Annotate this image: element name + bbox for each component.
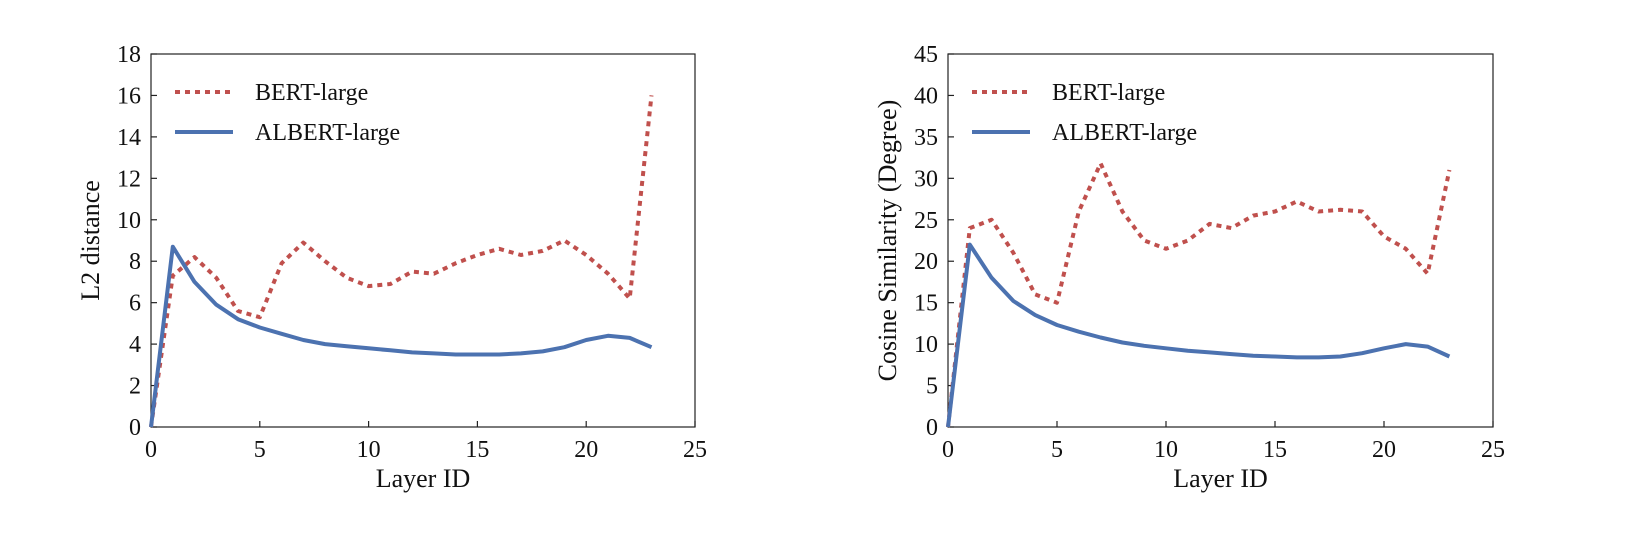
y-tick-label: 15 xyxy=(914,291,938,317)
y-tick-label: 20 xyxy=(914,249,938,275)
series-line-albert-large xyxy=(946,242,1451,428)
x-tick-label: 5 xyxy=(1051,437,1063,463)
y-tick-label: 10 xyxy=(117,208,141,234)
x-tick-label: 20 xyxy=(1372,437,1396,463)
y-tick-label: 10 xyxy=(914,332,938,358)
y-tick-label: 2 xyxy=(129,374,141,400)
y-tick-label: 4 xyxy=(129,332,141,358)
y-axis-title: L2 distance xyxy=(76,180,105,301)
y-tick-label: 8 xyxy=(129,249,141,275)
y-tick-label: 40 xyxy=(914,83,938,109)
series-line-albert-large xyxy=(149,244,653,428)
x-tick-label: 15 xyxy=(465,437,489,463)
y-tick-label: 30 xyxy=(914,166,938,192)
series-line-bert-large xyxy=(946,161,1452,428)
legend-label: ALBERT-large xyxy=(1052,120,1197,146)
x-tick-label: 10 xyxy=(357,437,381,463)
plot-frame xyxy=(947,53,1494,428)
y-tick-label: 45 xyxy=(914,42,938,68)
chart-panel-1: 0 5 10 15 20 25 0 2 4 6 8 10 12 14 16 18 Layer ID L2 dist… xyxy=(76,42,707,493)
y-tick-label: 6 xyxy=(129,291,141,317)
y-axis-title: Cosine Similarity (Degree) xyxy=(873,100,902,382)
x-axis-title: Layer ID xyxy=(376,464,471,493)
y-tick-label: 16 xyxy=(117,83,141,109)
x-tick-label: 20 xyxy=(574,437,598,463)
series-line-bert-large xyxy=(149,95,654,428)
x-tick-label: 0 xyxy=(145,437,157,463)
chart-panel-2: 0 5 10 15 20 25 0 5 10 15 20 25 30 35 40 45 Layer ID Cosi… xyxy=(873,42,1505,493)
y-tick-label: 5 xyxy=(926,374,938,400)
y-tick-label: 18 xyxy=(117,42,141,68)
y-tick-label: 14 xyxy=(117,125,141,151)
x-tick-label: 10 xyxy=(1154,437,1178,463)
legend-label: BERT-large xyxy=(1052,80,1165,106)
x-tick-label: 15 xyxy=(1263,437,1287,463)
y-tick-label: 0 xyxy=(129,415,141,441)
y-tick-label: 0 xyxy=(926,415,938,441)
y-tick-label: 12 xyxy=(117,166,141,192)
x-tick-label: 5 xyxy=(254,437,266,463)
legend-label: BERT-large xyxy=(255,80,368,106)
x-tick-label: 25 xyxy=(683,437,707,463)
x-tick-label: 0 xyxy=(942,437,954,463)
y-tick-label: 25 xyxy=(914,208,938,234)
y-tick-label: 35 xyxy=(914,125,938,151)
legend-label: ALBERT-large xyxy=(255,120,400,146)
x-tick-label: 25 xyxy=(1481,437,1505,463)
x-axis-title: Layer ID xyxy=(1173,464,1268,493)
plot-frame xyxy=(150,53,696,428)
